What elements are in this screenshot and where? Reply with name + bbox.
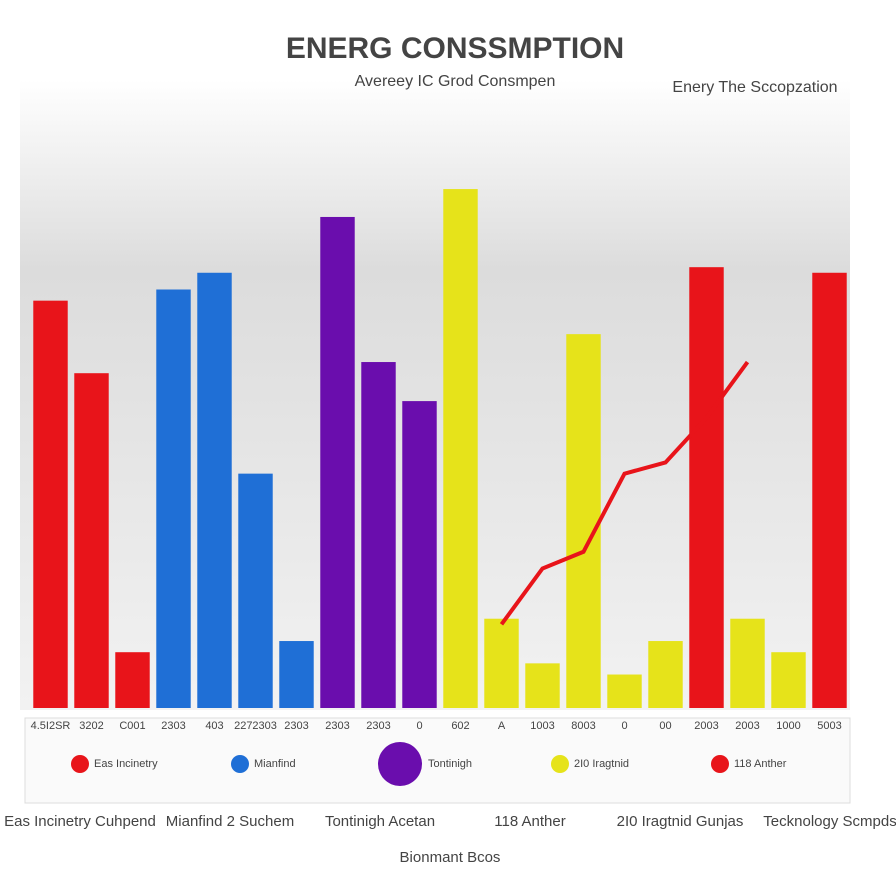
x-tick-label: 1003 (530, 720, 554, 732)
legend-marker (231, 755, 249, 773)
x-tick-label: 0 (621, 720, 627, 732)
caption: Tontinigh Acetan (325, 813, 435, 830)
x-tick-label: 2303 (366, 720, 390, 732)
caption: Eas Incinetry Cuhpend (4, 813, 156, 830)
caption: 118 Anther (494, 813, 565, 830)
bar (566, 334, 601, 708)
line (499, 360, 750, 626)
bar (812, 272, 847, 708)
bar (197, 272, 232, 708)
bar (607, 674, 642, 708)
bar (156, 289, 191, 708)
bar (115, 652, 150, 708)
x-tick-label: 2303 (325, 720, 349, 732)
legend-marker (71, 755, 89, 773)
x-tick-label: 1000 (776, 720, 800, 732)
x-tick-label: 3202 (79, 720, 103, 732)
bar (320, 216, 355, 708)
bar (443, 189, 478, 708)
bar (689, 267, 724, 708)
legend-marker (378, 742, 422, 786)
chart-title: ENERG CONSSMPTION (286, 32, 624, 65)
caption: Tecknology Scmpds (763, 813, 896, 830)
x-tick-label: 2003 (735, 720, 759, 732)
caption: Mianfind 2 Suchem (166, 813, 294, 830)
chart-subtitle: Avereey IC Grod Consmpen (355, 73, 556, 90)
x-tick-label: 0 (416, 720, 422, 732)
bar (484, 618, 519, 708)
legend-label: 118 Anther (734, 758, 787, 770)
bar (238, 473, 273, 708)
legend-marker (711, 755, 729, 773)
x-tick-label: 2003 (694, 720, 718, 732)
x-tick-label: 2303 (161, 720, 185, 732)
x-tick-label: 4.5I2SR (31, 720, 71, 732)
legend-marker (551, 755, 569, 773)
caption: 2I0 Iragtnid Gunjas (617, 813, 744, 830)
bar (730, 618, 765, 708)
bar (279, 641, 314, 708)
legend-label: Tontinigh (428, 758, 472, 770)
x-tick-label: 602 (451, 720, 469, 732)
x-tick-label: 5003 (817, 720, 841, 732)
annotation: Enery The Sccopzation (672, 79, 837, 96)
legend-label: Mianfind (254, 758, 296, 770)
bar (33, 300, 68, 708)
bar (525, 663, 560, 708)
x-tick-label: 2272303 (234, 720, 277, 732)
x-tick-label: A (498, 720, 506, 732)
legend-label: 2I0 Iragtnid (574, 758, 629, 770)
x-tick-label: 403 (205, 720, 223, 732)
x-tick-label: 2303 (284, 720, 308, 732)
x-tick-label: 00 (659, 720, 671, 732)
bar (402, 401, 437, 708)
bar (771, 652, 806, 708)
bar (361, 362, 396, 708)
x-tick-label: 8003 (571, 720, 595, 732)
legend-label: Eas Incinetry (94, 758, 158, 770)
bar (648, 641, 683, 708)
x-tick-label: C001 (119, 720, 145, 732)
caption: Bionmant Bcos (400, 849, 501, 866)
bar (74, 373, 109, 708)
